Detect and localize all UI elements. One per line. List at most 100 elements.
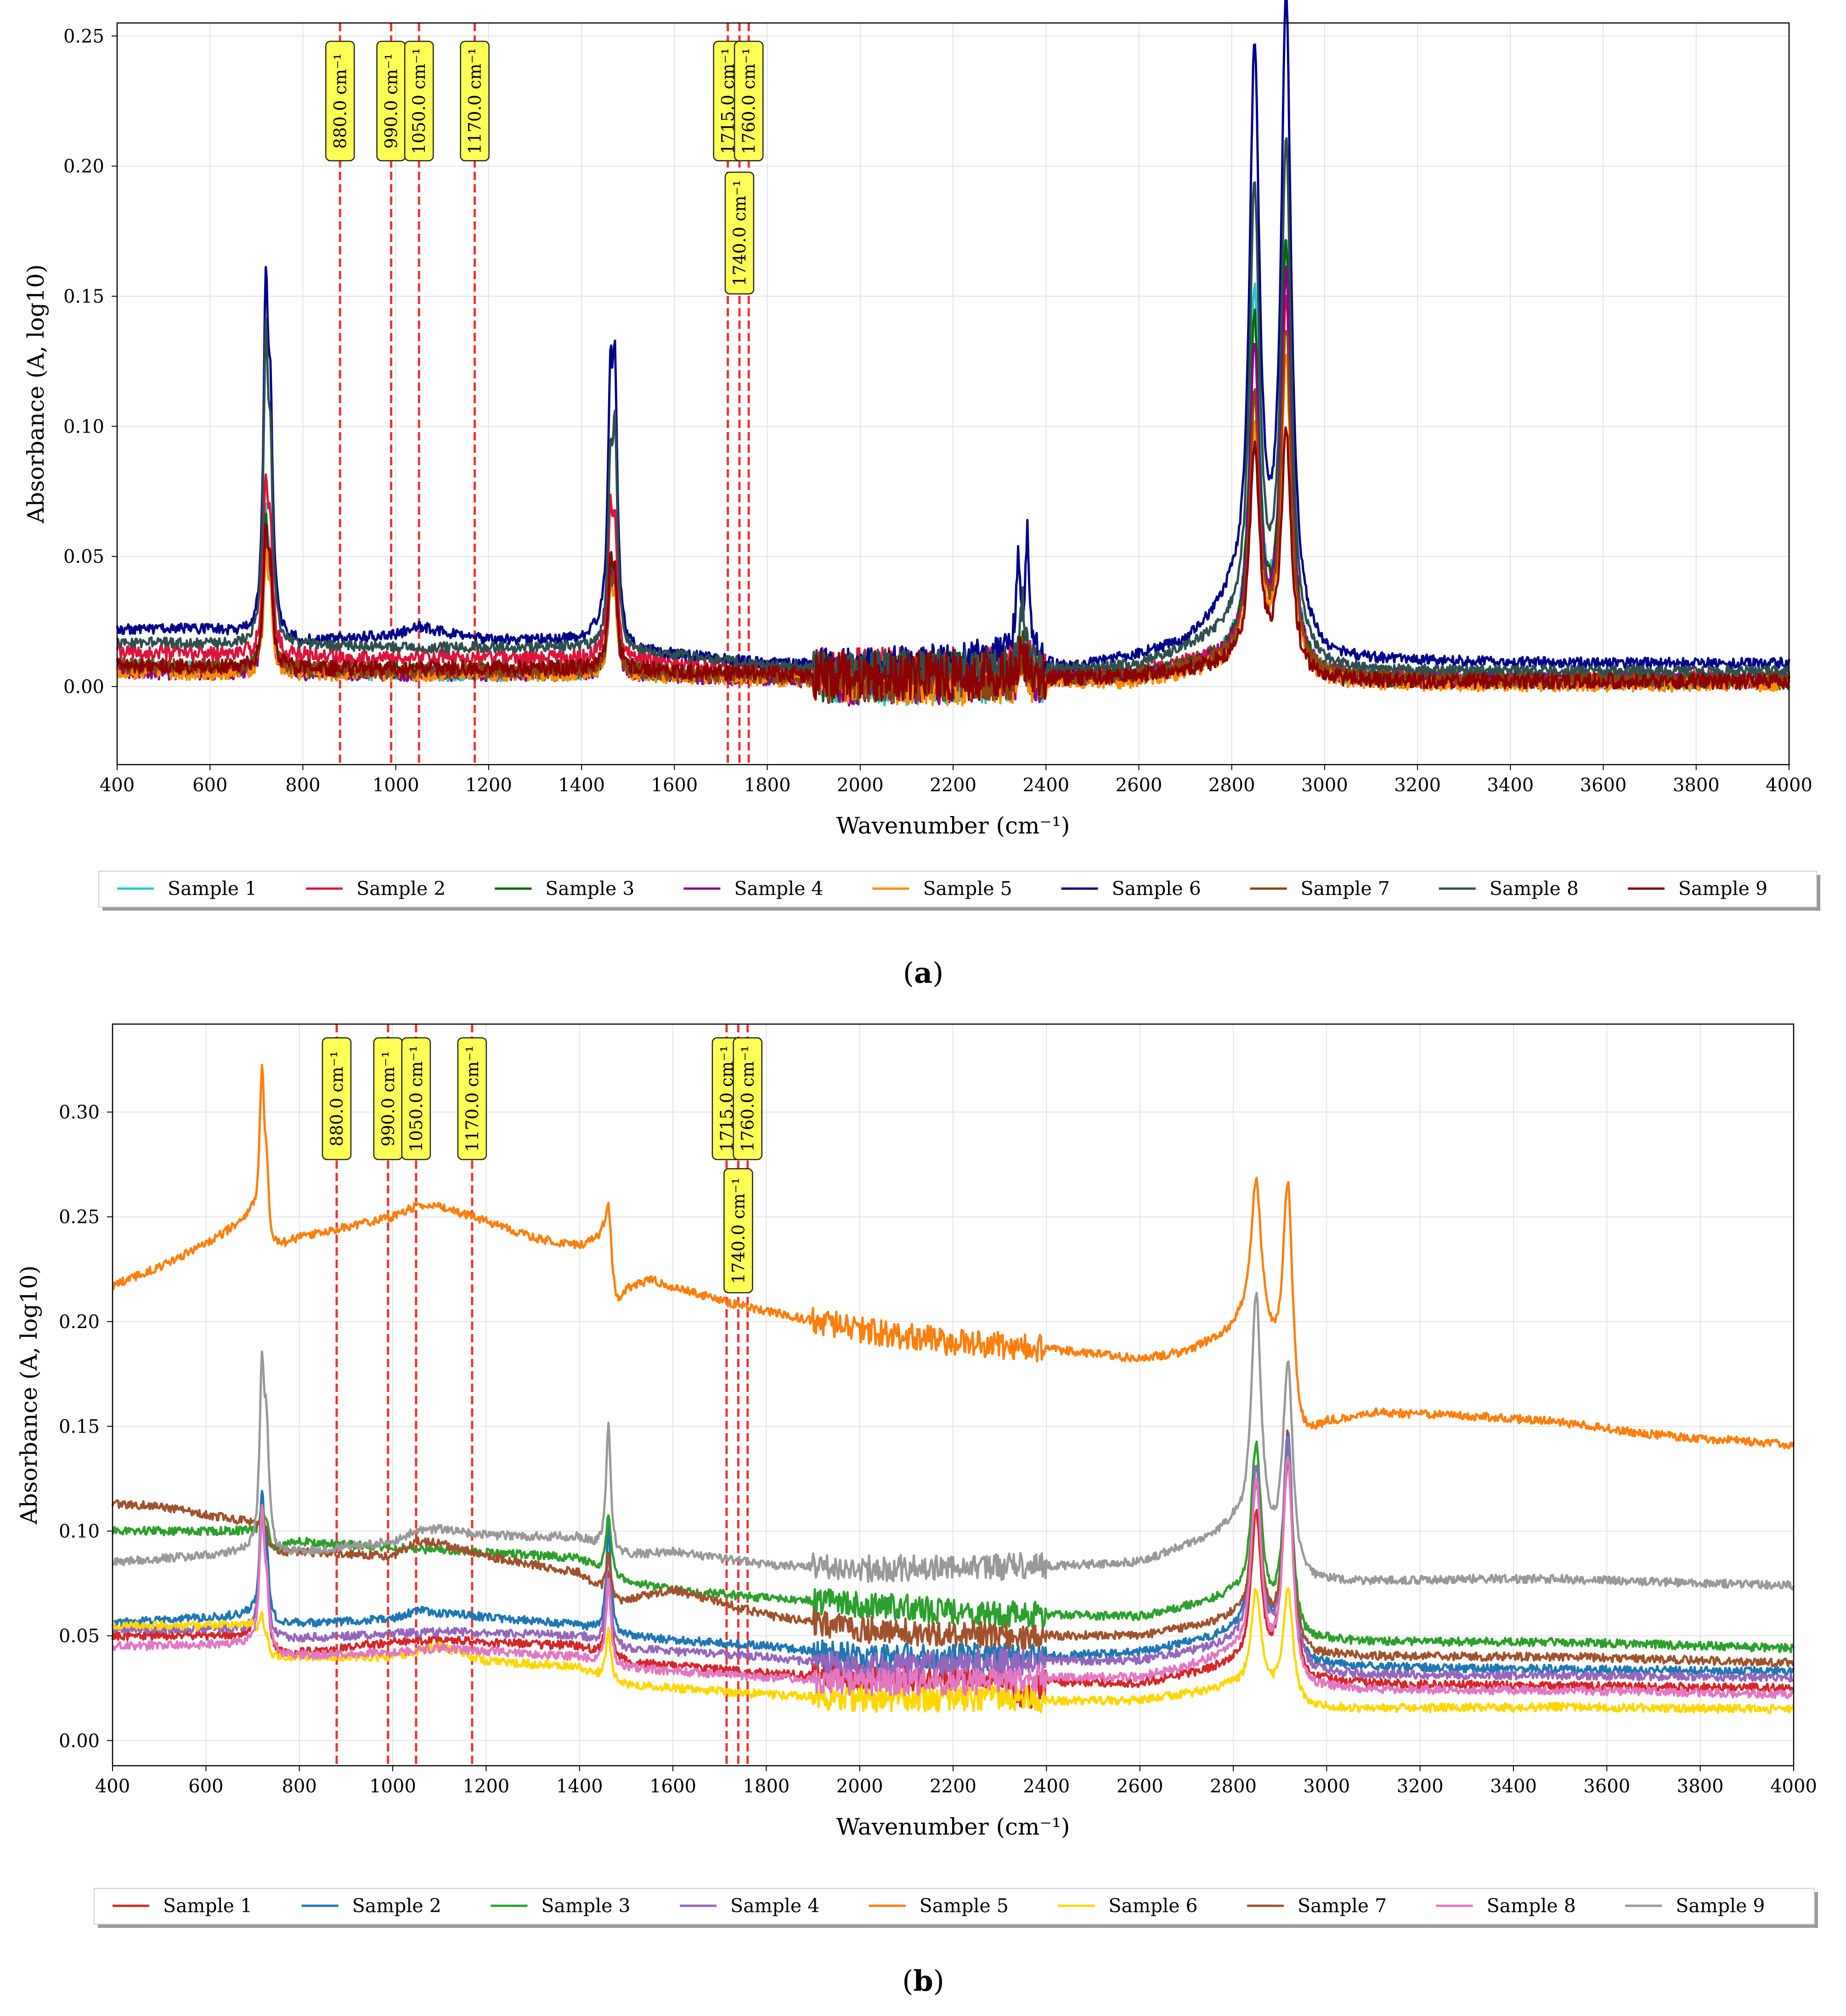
x-tick-label: 1800 (744, 775, 791, 796)
legend-label: Sample 2 (352, 1895, 441, 1917)
x-tick-label: 2400 (1022, 775, 1069, 796)
legend-label: Sample 2 (356, 878, 446, 900)
x-tick-label: 2200 (930, 1776, 977, 1797)
reference-label: 1170.0 cm⁻¹ (457, 1037, 487, 1160)
reference-label-text: 880.0 cm⁻¹ (327, 1051, 347, 1147)
legend-item: Sample 8 (1436, 1895, 1576, 1917)
legend-item: Sample 3 (495, 878, 634, 900)
x-tick-label: 600 (188, 1776, 223, 1797)
legend-item: Sample 7 (1250, 878, 1390, 900)
legend-label: Sample 9 (1676, 1895, 1765, 1917)
series-line-sample-3 (111, 1441, 1795, 1653)
reference-label: 1760.0 cm⁻¹ (734, 40, 764, 162)
panel-b-y-ticks: 0.00 0.05 0.10 0.15 0.20 0.25 0.30 (59, 1102, 113, 1751)
reference-label-text: 1760.0 cm⁻¹ (738, 1046, 758, 1152)
reference-label-box (325, 40, 355, 162)
reference-label: 1050.0 cm⁻¹ (404, 40, 434, 162)
panel-b-x-axis-label: Wavenumber (cm⁻¹) (836, 1813, 1070, 1840)
legend-label: Sample 7 (1298, 1895, 1387, 1917)
x-tick-label: 2600 (1117, 1776, 1163, 1797)
reference-label-box (401, 1037, 431, 1160)
legend-label: Sample 1 (163, 1895, 252, 1917)
panel-a: 400 600 800 1000 1200 1400 1600 1800 2000 2200 240… (23, 0, 1820, 990)
reference-label-text: 1170.0 cm⁻¹ (463, 1046, 482, 1152)
legend-label: Sample 7 (1301, 878, 1390, 900)
legend-item: Sample 6 (1058, 1895, 1197, 1917)
x-tick-label: 1600 (649, 1776, 696, 1797)
legend-label: Sample 5 (920, 1895, 1009, 1917)
x-tick-label: 1800 (743, 1776, 790, 1797)
caption-letter: a (914, 956, 932, 990)
y-tick-label: 0.20 (63, 156, 104, 177)
x-tick-label: 1000 (369, 1776, 416, 1797)
legend-label: Sample 3 (545, 878, 634, 900)
legend-label: Sample 4 (730, 1895, 819, 1917)
legend-item: Sample 5 (872, 878, 1012, 900)
reference-label-text: 1740.0 cm⁻¹ (728, 1177, 748, 1284)
legend-item: Sample 5 (869, 1895, 1009, 1917)
legend-box (98, 871, 1817, 907)
x-tick-label: 400 (100, 775, 135, 796)
panel-a-reference-labels: 880.0 cm⁻¹ 990.0 cm⁻¹ 1050.0 cm⁻¹ 1170.0 cm… (325, 40, 764, 295)
x-tick-label: 4000 (1766, 775, 1812, 796)
legend-item: Sample 1 (117, 878, 257, 900)
legend-label: Sample 6 (1108, 1895, 1197, 1917)
reference-label: 1050.0 cm⁻¹ (401, 1037, 431, 1160)
panel-a-y-ticks: 0.00 0.05 0.10 0.15 0.20 0.25 (63, 26, 117, 698)
x-tick-label: 1600 (651, 775, 698, 796)
y-tick-label: 0.05 (63, 546, 104, 568)
reference-label: 990.0 cm⁻¹ (376, 40, 406, 162)
panel-b-series (111, 1064, 1795, 1714)
series-line-sample-6 (111, 1587, 1795, 1714)
x-tick-label: 3000 (1303, 1776, 1350, 1797)
y-tick-label: 0.15 (59, 1416, 100, 1437)
y-tick-label: 0.10 (63, 416, 104, 437)
x-tick-label: 800 (282, 1776, 316, 1797)
x-tick-label: 2800 (1208, 775, 1255, 796)
panel-a-series (116, 0, 1790, 707)
legend-item: Sample 9 (1625, 1895, 1765, 1917)
reference-label-text: 990.0 cm⁻¹ (382, 53, 401, 149)
x-tick-label: 1400 (556, 1776, 603, 1797)
x-tick-label: 400 (95, 1776, 130, 1797)
y-tick-label: 0.05 (59, 1626, 100, 1647)
reference-label: 1740.0 cm⁻¹ (724, 171, 755, 295)
reference-label-text: 1050.0 cm⁻¹ (406, 1046, 426, 1152)
panel-b-y-axis-label: Absorbance (A, log10) (16, 1266, 42, 1525)
legend-item: Sample 4 (683, 878, 823, 900)
y-tick-label: 0.25 (59, 1207, 100, 1228)
y-tick-label: 0.25 (63, 26, 104, 47)
legend-item: Sample 2 (306, 878, 446, 900)
reference-label-box (460, 40, 490, 162)
series-line-sample-4 (112, 1436, 1794, 1683)
series-line-sample-2 (111, 1432, 1795, 1677)
legend-label: Sample 3 (541, 1895, 630, 1917)
reference-label: 880.0 cm⁻¹ (322, 1037, 352, 1160)
legend-item: Sample 1 (113, 1895, 252, 1917)
legend-label: Sample 6 (1112, 878, 1201, 900)
x-tick-label: 2400 (1023, 1776, 1070, 1797)
series-line-sample-9 (116, 426, 1790, 702)
legend-item: Sample 3 (491, 1895, 630, 1917)
reference-label: 1760.0 cm⁻¹ (733, 1037, 762, 1160)
panel-b: 400 600 800 1000 1200 1400 1600 1800 2000 2200 240… (16, 1023, 1818, 1998)
series-line-sample-8 (111, 1458, 1795, 1700)
x-tick-label: 3400 (1490, 1776, 1537, 1797)
reference-label-box (733, 1037, 762, 1160)
legend-item: Sample 6 (1061, 878, 1201, 900)
y-tick-label: 0.10 (59, 1521, 100, 1542)
reference-label-box (734, 40, 764, 162)
x-tick-label: 1400 (558, 775, 605, 796)
reference-label-text: 1170.0 cm⁻¹ (465, 48, 485, 154)
legend-item: Sample 2 (301, 1895, 441, 1917)
reference-label-box (404, 40, 434, 162)
legend-box (94, 1888, 1815, 1925)
y-tick-label: 0.30 (59, 1102, 100, 1123)
x-tick-label: 2000 (837, 775, 884, 796)
y-tick-label: 0.15 (63, 286, 104, 307)
reference-label-box (724, 171, 755, 295)
series-line-sample-9 (112, 1291, 1795, 1591)
x-tick-label: 2000 (836, 1776, 883, 1797)
legend-label: Sample 9 (1678, 878, 1767, 900)
caption-letter: b (913, 1964, 933, 1998)
